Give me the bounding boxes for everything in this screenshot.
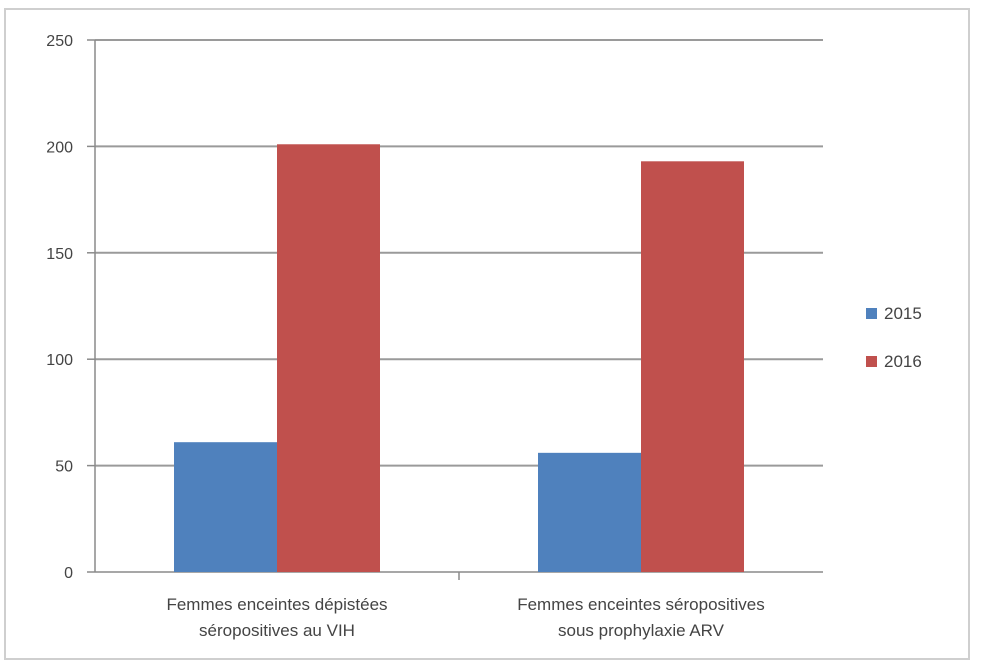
category-label-line: Femmes enceintes dépistées bbox=[166, 595, 387, 614]
category-label: Femmes enceintes dépistées séropositives … bbox=[166, 595, 387, 640]
legend-label-2016: 2016 bbox=[884, 352, 922, 371]
category-label-line: séropositives au VIH bbox=[199, 621, 355, 640]
chart-frame bbox=[4, 8, 970, 660]
y-tick-label: 50 bbox=[55, 459, 73, 476]
y-tick-label: 150 bbox=[46, 246, 73, 263]
bar-2016-1 bbox=[277, 144, 380, 572]
legend-label-2015: 2015 bbox=[884, 304, 922, 323]
category-label-line: Femmes enceintes séropositives bbox=[517, 595, 765, 614]
category-label: Femmes enceintes séropositives sous proph… bbox=[517, 595, 765, 640]
legend-swatch-2015 bbox=[866, 308, 877, 319]
category-label-line: sous prophylaxie ARV bbox=[558, 621, 725, 640]
y-tick-label: 200 bbox=[46, 139, 73, 156]
y-tick-label: 250 bbox=[46, 33, 73, 50]
y-tick-label: 100 bbox=[46, 352, 73, 369]
bar-2016-2 bbox=[641, 161, 744, 572]
y-tick-label: 0 bbox=[64, 565, 73, 582]
bar-2015-1 bbox=[174, 442, 277, 572]
bar-2015-2 bbox=[538, 452, 641, 572]
legend-swatch-2016 bbox=[866, 356, 877, 367]
